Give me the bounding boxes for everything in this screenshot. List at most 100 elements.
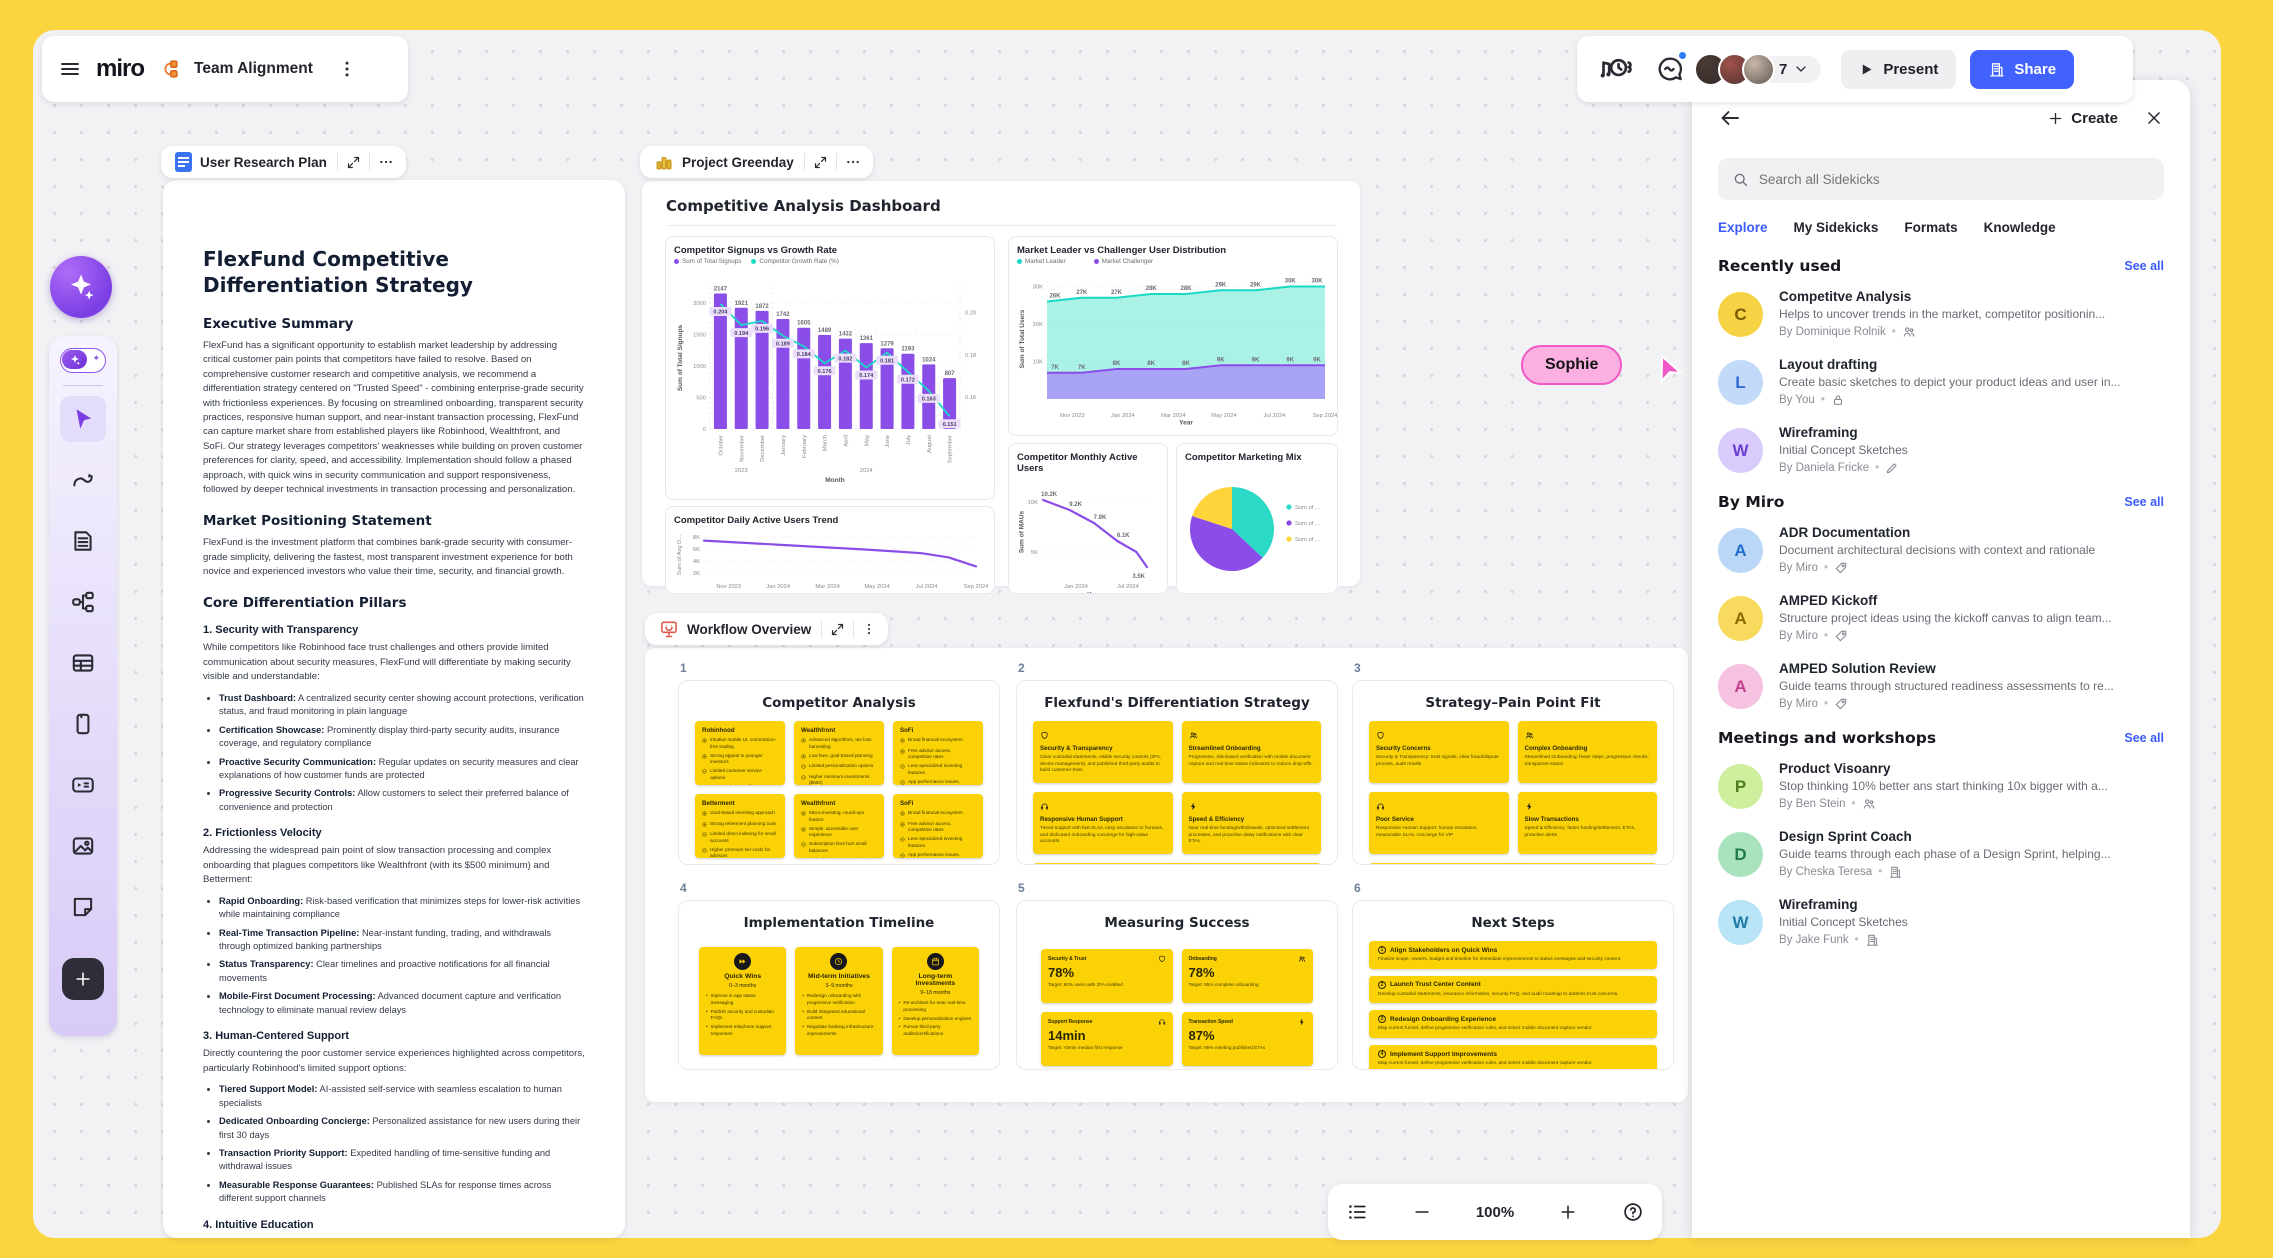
sticky-note[interactable]: Streamlined Onboarding Progressive, risk-… (1181, 721, 1321, 783)
more-options-icon[interactable] (862, 622, 876, 636)
sticky-note[interactable]: Poor Service Responsive Human Support: hu… (1369, 792, 1509, 854)
see-all-link[interactable]: See all (2124, 731, 2164, 745)
workflow-section-3[interactable]: Strategy–Pain Point Fit Security Concerns… (1352, 680, 1674, 865)
sticky-note[interactable]: Complex Onboarding Streamlined Onboarding… (1517, 721, 1657, 783)
sidekick-item[interactable]: W Wireframing Initial Concept Sketches B… (1718, 897, 2164, 947)
workflow-section-5[interactable]: Measuring Success Security & Trust 78% Targ… (1016, 900, 1338, 1070)
workflow-section-2[interactable]: Flexfund's Differentiation Strategy Secur… (1016, 680, 1338, 865)
marketing-mix-chart[interactable]: Competitor Marketing Mix Sum of ... Sum of… (1176, 443, 1338, 594)
sticky-note[interactable]: Quick Wins 0–3 months • Improve in-app stat… (699, 947, 787, 1055)
sticky-note[interactable]: Support Response 14min Target: <5min media… (1041, 1012, 1173, 1066)
sidekick-item[interactable]: L Layout drafting Create basic sketches … (1718, 357, 2164, 407)
workflow-section-1[interactable]: Competitor Analysis Robinhood Intuitive mo… (678, 680, 1000, 865)
sticky-note[interactable]: Long-term Investments 9–18 months • Re-arch… (891, 947, 979, 1055)
sticky-note[interactable]: Complicated InterfacesIntuitive UX: simp… (1369, 863, 1657, 864)
sticky-note[interactable]: Wealthfront Advanced algorithms, tax-loss… (794, 721, 884, 785)
create-sidekick-button[interactable]: Create (2047, 110, 2118, 127)
sticky-note[interactable]: Onboarding 78% Target: 85% complete onboar… (1181, 949, 1313, 1003)
strategy-document[interactable]: FlexFund Competitive Differentiation Str… (163, 180, 625, 1238)
sticky-note[interactable]: 4 Implement Support Improvements Map curre… (1369, 1045, 1657, 1069)
see-all-link[interactable]: See all (2124, 495, 2164, 509)
talktrack-tool[interactable] (60, 762, 106, 808)
see-all-link[interactable]: See all (2124, 259, 2164, 273)
sticky-note[interactable]: SoFi Broad financial ecosystem Free adviso… (893, 794, 983, 858)
expand-icon[interactable] (346, 155, 361, 170)
image-tool[interactable] (60, 823, 106, 869)
doc-p: FlexFund has a significant opportunity t… (203, 340, 584, 495)
back-icon[interactable] (1718, 106, 1742, 130)
sticky-note[interactable]: 3 Redesign Onboarding Experience Map curre… (1369, 1010, 1657, 1039)
frame-tool[interactable] (60, 701, 106, 747)
sidekick-item[interactable]: A AMPED Kickoff Structure project ideas … (1718, 593, 2164, 643)
text-document-tool[interactable] (60, 518, 106, 564)
tab-explore[interactable]: Explore (1718, 220, 1768, 235)
sticky-note[interactable]: Security Concerns Security & Transparency… (1369, 721, 1509, 783)
signups-growth-chart[interactable]: Competitor Signups vs Growth Rate Sum of… (665, 236, 995, 500)
collapse-icon[interactable] (813, 155, 828, 170)
close-icon[interactable] (2144, 108, 2164, 128)
sticky-note[interactable]: Responsive Human Support Tiered support w… (1033, 792, 1173, 854)
sidekick-item[interactable]: C Competitve Analysis Helps to uncover t… (1718, 289, 2164, 339)
sticky-note[interactable]: Intuitive User ExperienceTask-driven flo… (1033, 863, 1321, 864)
sidekicks-search[interactable] (1718, 158, 2164, 200)
zoom-out-icon[interactable] (1412, 1202, 1432, 1222)
sticky-note[interactable]: Wealthfront Micro-investing, round-ups fe… (794, 794, 884, 858)
workflow-section-4[interactable]: Implementation Timeline Quick Wins 0–3 mon… (678, 900, 1000, 1070)
board-title[interactable]: Team Alignment (194, 60, 313, 77)
sticky-note[interactable]: 2 Launch Trust Center Content Develop cust… (1369, 975, 1657, 1004)
select-tool[interactable] (60, 396, 106, 442)
zoom-level[interactable]: 100% (1475, 1203, 1515, 1221)
share-button[interactable]: Share (1970, 49, 2075, 89)
avatar[interactable] (1742, 52, 1775, 86)
main-menu-icon[interactable] (58, 57, 82, 81)
sticky-note-tool[interactable] (60, 884, 106, 930)
workflow-section-6[interactable]: Next Steps 1 Align Stakeholders on Quick W… (1352, 900, 1674, 1070)
dashboard-frame[interactable]: Competitive Analysis Dashboard Competito… (642, 181, 1360, 594)
ai-assistant-button[interactable] (50, 256, 112, 318)
svg-text:Sum of MAUs: Sum of MAUs (1019, 510, 1026, 553)
music-timer-icon[interactable] (1591, 52, 1641, 86)
expand-icon[interactable] (830, 622, 845, 637)
sidekick-item[interactable]: A ADR Documentation Document architectur… (1718, 525, 2164, 575)
sticky-note[interactable]: SoFi Broad financial ecosystem Free adviso… (893, 721, 983, 785)
more-options-icon[interactable] (845, 154, 861, 170)
document-label[interactable]: User Research Plan (161, 146, 406, 178)
sidekick-item[interactable]: W Wireframing Initial Concept Sketches B… (1718, 425, 2164, 475)
sticky-note[interactable]: Mid-term Initiatives 3–9 months • Redesign … (795, 947, 883, 1055)
more-options-icon[interactable] (378, 154, 394, 170)
user-distribution-chart[interactable]: Market Leader vs Challenger User Distrib… (1008, 236, 1338, 436)
sticky-note[interactable]: Slow Transactions Speed & Efficiency: fas… (1517, 792, 1657, 854)
add-more-button[interactable] (62, 958, 104, 1000)
sticky-note[interactable]: Security & Trust 78% Target: 90% users wit… (1041, 949, 1173, 1003)
sticky-note[interactable]: Speed & Efficiency Near real-time funding… (1181, 792, 1321, 854)
comments-icon[interactable] (1655, 51, 1687, 84)
tab-knowledge[interactable]: Knowledge (1983, 220, 2056, 235)
dashboard-frame-label[interactable]: Project Greenday (640, 146, 873, 178)
svg-text:1193: 1193 (901, 347, 915, 353)
sticky-note[interactable]: Robinhood Intuitive mobile UI, commission… (695, 721, 785, 785)
mindmap-tool[interactable] (60, 579, 106, 625)
sticky-note[interactable]: Transaction Speed 87% Target: 95% meeting … (1181, 1012, 1313, 1066)
sticky-note[interactable]: Betterment Goal-based investing approach S… (695, 794, 785, 858)
dau-trend-chart[interactable]: Competitor Daily Active Users Trend 2K 4K 6… (665, 506, 995, 594)
miro-logo[interactable]: miro (96, 55, 145, 82)
sticky-note[interactable]: 1 Align Stakeholders on Quick Wins Finaliz… (1369, 941, 1657, 969)
board-options-icon[interactable] (337, 59, 357, 79)
tab-my-sidekicks[interactable]: My Sidekicks (1793, 220, 1879, 235)
table-tool[interactable] (60, 640, 106, 686)
sidekick-item[interactable]: D Design Sprint Coach Guide teams throug… (1718, 829, 2164, 879)
ai-toggle[interactable]: ✦ (60, 348, 106, 373)
sidekick-item[interactable]: P Product Visoanry Stop thinking 10% bet… (1718, 761, 2164, 811)
connector-tool[interactable] (60, 457, 106, 503)
sidekick-item[interactable]: A AMPED Solution Review Guide teams thro… (1718, 661, 2164, 711)
sticky-note[interactable]: Security & Transparency Clear custodial s… (1033, 721, 1173, 783)
search-input[interactable] (1758, 171, 2150, 187)
present-button[interactable]: Present (1841, 49, 1957, 89)
collaborator-avatars[interactable] (1694, 52, 1775, 86)
tab-formats[interactable]: Formats (1904, 220, 1958, 235)
workflow-frame-label[interactable]: Workflow Overview (645, 613, 889, 645)
zoom-in-icon[interactable] (1558, 1202, 1578, 1222)
frames-list-icon[interactable] (1346, 1201, 1368, 1223)
mau-chart[interactable]: Competitor Monthly Active Users 5K 10K 10.2… (1008, 443, 1168, 594)
help-icon[interactable] (1622, 1201, 1644, 1223)
